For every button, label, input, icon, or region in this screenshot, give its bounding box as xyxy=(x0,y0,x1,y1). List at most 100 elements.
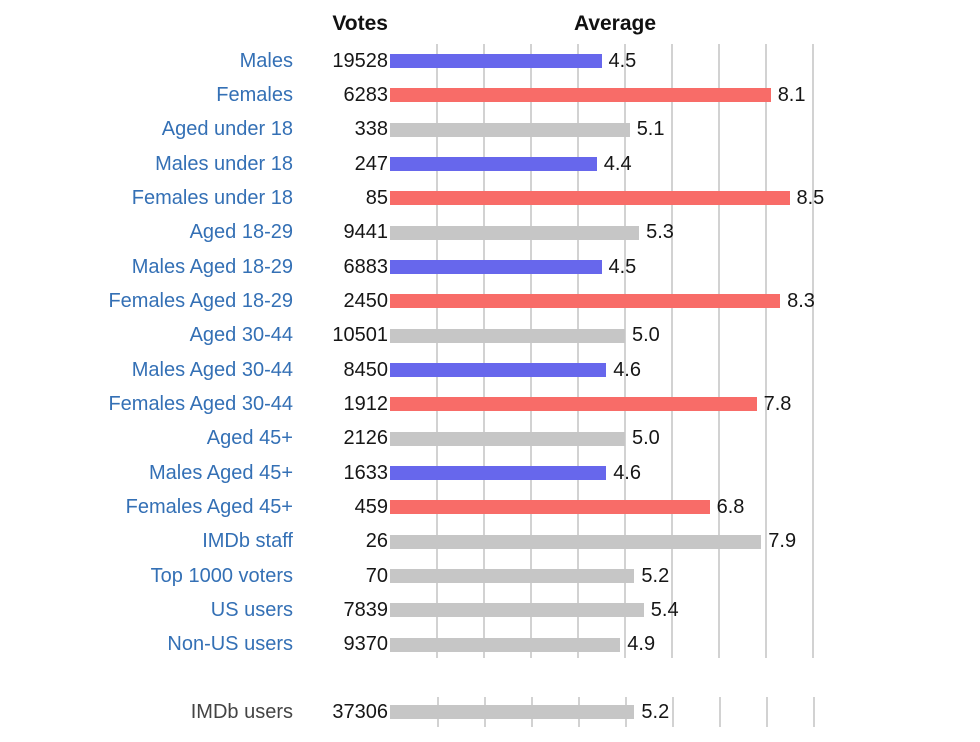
bar-area: 7.8 xyxy=(390,387,980,421)
average-value: 5.1 xyxy=(636,118,665,141)
average-value: 7.9 xyxy=(768,530,797,553)
total-votes-count: 37306 xyxy=(332,700,388,723)
total-rating-bar xyxy=(390,705,635,719)
bar-area: 7.9 xyxy=(390,525,980,559)
demographic-row-aged-45-: Aged 45+ 2126 5.0 xyxy=(0,422,980,456)
rating-bar xyxy=(390,569,635,584)
demographic-link[interactable]: Males Aged 30-44 xyxy=(131,358,293,381)
rating-bar xyxy=(390,328,625,343)
demographic-link[interactable]: Females Aged 18-29 xyxy=(108,289,293,312)
average-value: 4.5 xyxy=(608,49,637,72)
average-value: 8.3 xyxy=(787,289,815,312)
total-label: IMDb users xyxy=(190,700,293,723)
votes-count: 70 xyxy=(365,564,388,587)
bar-area: 4.6 xyxy=(390,456,980,490)
tick-mark xyxy=(719,697,721,727)
bar-area: 5.4 xyxy=(390,593,980,627)
demographic-row-males-under-18: Males under 18 247 4.4 xyxy=(0,147,980,181)
votes-count: 247 xyxy=(354,152,388,175)
votes-count: 19528 xyxy=(332,49,388,72)
gridline xyxy=(577,44,579,658)
votes-count: 2450 xyxy=(343,289,389,312)
rating-bar xyxy=(390,260,602,275)
rating-bar xyxy=(390,500,710,515)
demographic-row-aged-under-18: Aged under 18 338 5.1 xyxy=(0,113,980,147)
votes-column-header: Votes xyxy=(332,12,388,35)
rating-bar xyxy=(390,363,607,378)
total-bar-area: 5.2 xyxy=(390,695,980,729)
rating-bar xyxy=(390,88,771,103)
average-value: 6.8 xyxy=(716,495,745,518)
demographic-rows: Males 19528 4.5 Females 6283 8.1 Aged un… xyxy=(0,44,980,662)
gridline xyxy=(436,44,438,658)
gridline xyxy=(812,44,814,658)
average-column-header: Average xyxy=(573,12,657,35)
demographic-link[interactable]: Males Aged 18-29 xyxy=(131,255,293,278)
demographic-row-males-aged-30-44: Males Aged 30-44 8450 4.6 xyxy=(0,353,980,387)
demographic-link[interactable]: Females under 18 xyxy=(131,186,293,209)
demographic-link[interactable]: Females Aged 30-44 xyxy=(108,392,293,415)
demographic-link[interactable]: Aged 18-29 xyxy=(189,221,293,244)
demographic-link[interactable]: Top 1000 voters xyxy=(150,564,293,587)
votes-count: 10501 xyxy=(332,324,388,347)
rating-bar xyxy=(390,191,790,206)
demographic-row-females-under-18: Females under 18 85 8.5 xyxy=(0,181,980,215)
bar-area: 8.5 xyxy=(390,181,980,215)
average-value: 4.6 xyxy=(613,358,641,381)
votes-count: 7839 xyxy=(343,598,389,621)
bar-area: 4.6 xyxy=(390,353,980,387)
rating-bar xyxy=(390,122,630,137)
gridline xyxy=(671,44,673,658)
bar-area: 5.0 xyxy=(390,422,980,456)
demographic-link[interactable]: Aged 30-44 xyxy=(189,324,293,347)
demographic-link[interactable]: Aged 45+ xyxy=(206,427,293,450)
demographic-link[interactable]: Females Aged 45+ xyxy=(125,495,293,518)
average-value: 5.2 xyxy=(641,564,670,587)
total-row: IMDb users 37306 5.2 xyxy=(0,695,980,729)
rating-bar xyxy=(390,466,607,481)
demographic-link[interactable]: Males under 18 xyxy=(155,152,293,175)
votes-count: 8450 xyxy=(343,358,389,381)
bar-area: 4.5 xyxy=(390,250,980,284)
demographic-link[interactable]: IMDb staff xyxy=(202,530,293,553)
rating-bar xyxy=(390,534,762,549)
demographic-row-females-aged-45-: Females Aged 45+ 459 6.8 xyxy=(0,490,980,524)
demographic-link[interactable]: Males xyxy=(239,49,293,72)
rating-bar xyxy=(390,157,597,172)
demographic-row-aged-30-44: Aged 30-44 10501 5.0 xyxy=(0,319,980,353)
gridline xyxy=(530,44,532,658)
demographic-link[interactable]: Females xyxy=(216,83,293,106)
demographic-row-females: Females 6283 8.1 xyxy=(0,78,980,112)
average-value: 8.1 xyxy=(777,83,806,106)
votes-count: 85 xyxy=(365,186,388,209)
rating-bar xyxy=(390,397,757,412)
average-value: 4.6 xyxy=(613,461,641,484)
demographic-row-non-us-users: Non-US users 9370 4.9 xyxy=(0,628,980,662)
demographic-link[interactable]: Aged under 18 xyxy=(161,118,293,141)
demographic-link[interactable]: Non-US users xyxy=(167,633,293,656)
demographic-link[interactable]: Males Aged 45+ xyxy=(149,461,293,484)
average-value: 5.0 xyxy=(632,427,660,450)
demographic-row-females-aged-18-29: Females Aged 18-29 2450 8.3 xyxy=(0,284,980,318)
bar-area: 6.8 xyxy=(390,490,980,524)
votes-count: 338 xyxy=(354,118,388,141)
votes-count: 6883 xyxy=(343,255,389,278)
demographic-link[interactable]: US users xyxy=(210,598,293,621)
votes-count: 1912 xyxy=(343,392,389,415)
votes-count: 6283 xyxy=(343,83,389,106)
average-value: 4.4 xyxy=(603,152,632,175)
tick-mark xyxy=(813,697,815,727)
bar-area: 5.0 xyxy=(390,319,980,353)
rating-bar xyxy=(390,54,602,69)
bar-area: 4.5 xyxy=(390,44,980,78)
tick-mark xyxy=(672,697,674,727)
bar-area: 4.9 xyxy=(390,628,980,662)
bar-area: 5.3 xyxy=(390,216,980,250)
votes-count: 459 xyxy=(354,495,388,518)
average-value: 4.5 xyxy=(608,255,637,278)
demographic-row-top-1000-voters: Top 1000 voters 70 5.2 xyxy=(0,559,980,593)
rating-bar xyxy=(390,603,644,618)
bar-area: 5.1 xyxy=(390,113,980,147)
gridline xyxy=(718,44,720,658)
